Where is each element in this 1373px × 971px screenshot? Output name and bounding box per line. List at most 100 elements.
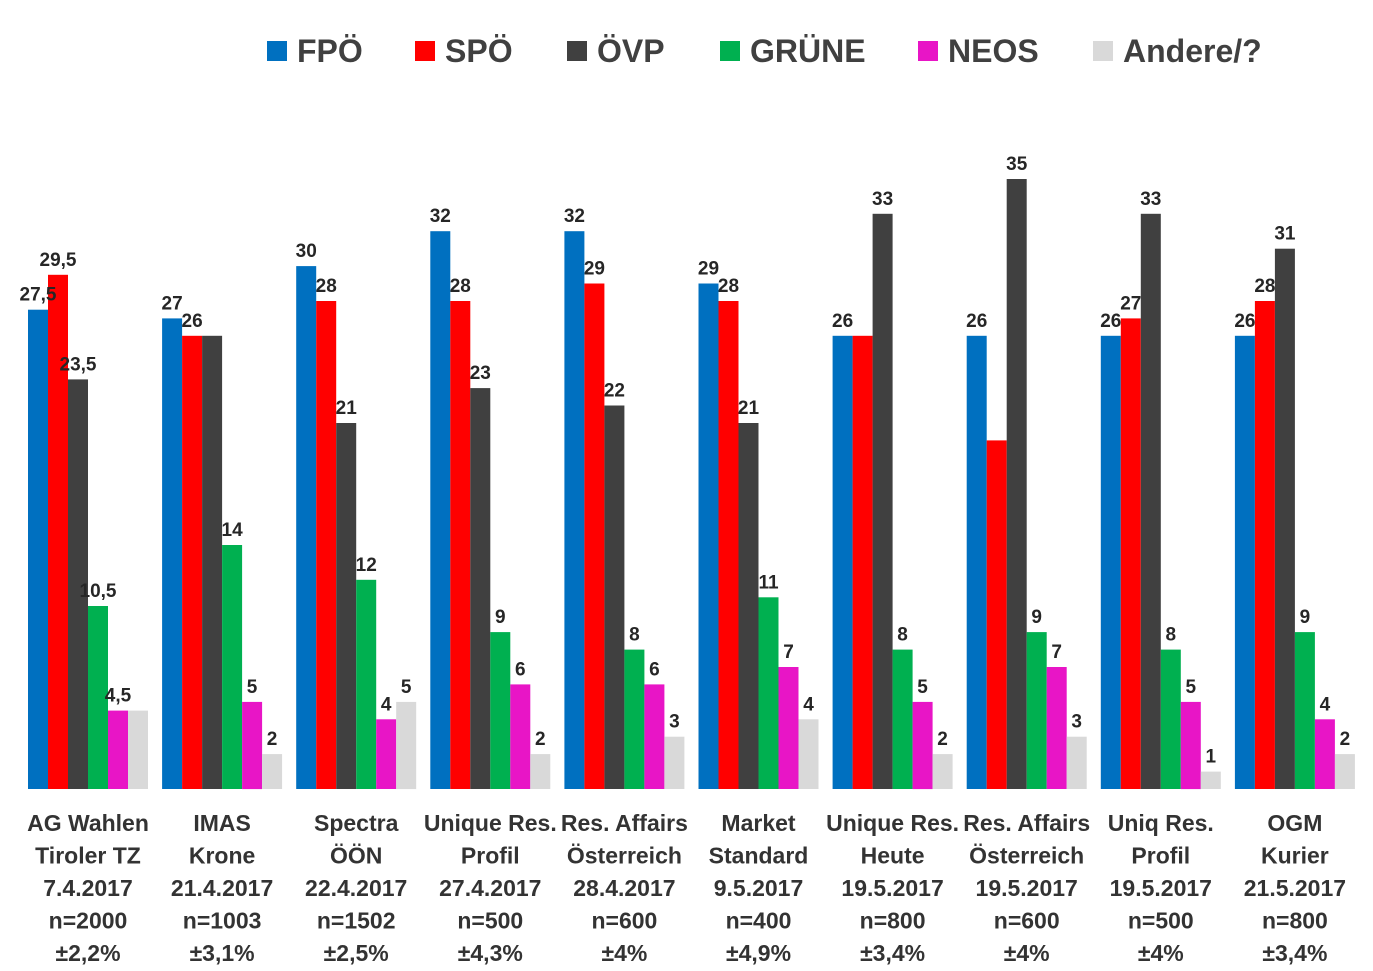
legend-swatch-1 — [415, 41, 435, 61]
data-label-0-2: 23,5 — [60, 354, 97, 375]
bar-9-4 — [1314, 719, 1335, 789]
category-label-5-line-0: Market — [721, 810, 795, 836]
bar-6-4 — [912, 701, 933, 790]
data-label-7-3: 9 — [1031, 607, 1042, 628]
legend-swatch-2 — [567, 41, 587, 61]
category-label-8-line-4: ±4% — [1138, 940, 1184, 966]
bar-4-5 — [664, 736, 685, 789]
category-label-0-line-4: ±2,2% — [55, 940, 120, 966]
data-label-4-5: 3 — [669, 712, 680, 733]
category-label-3-line-1: Profil — [461, 843, 520, 869]
data-label-9-3: 9 — [1300, 607, 1311, 628]
bar-9-3 — [1294, 632, 1315, 789]
data-label-3-5: 2 — [535, 729, 546, 750]
bar-9-0 — [1234, 335, 1255, 789]
bar-6-0 — [832, 335, 853, 789]
category-label-2-line-2: 22.4.2017 — [305, 875, 407, 901]
bar-9-5 — [1334, 754, 1355, 789]
bar-0-0 — [28, 309, 48, 789]
data-label-9-2: 31 — [1274, 224, 1296, 245]
category-label-6-line-3: n=800 — [860, 908, 926, 934]
bar-0-2 — [68, 379, 88, 789]
category-label-3-line-4: ±4,3% — [458, 940, 523, 966]
bar-8-5 — [1200, 771, 1221, 789]
bar-area — [28, 179, 1355, 790]
category-label-4-line-0: Res. Affairs — [561, 810, 688, 836]
bar-2-3 — [356, 579, 377, 789]
data-label-3-1: 28 — [450, 276, 471, 297]
bar-2-5 — [396, 701, 417, 790]
category-label-6-line-1: Heute — [861, 843, 925, 869]
data-label-5-0: 29 — [698, 259, 719, 280]
data-label-0-0: 27,5 — [20, 285, 57, 306]
data-label-1-3: 14 — [222, 520, 244, 541]
data-label-2-2: 21 — [336, 398, 358, 419]
category-label-7-line-2: 19.5.2017 — [976, 875, 1078, 901]
category-label-2-line-1: ÖÖN — [330, 843, 382, 869]
category-axis-labels: AG Wahlen Tiroler TZ 7.4.2017 n=2000 ±2,2% IM… — [27, 810, 1346, 966]
bar-9-1 — [1254, 301, 1275, 789]
bar-3-4 — [510, 684, 531, 789]
category-label-9-line-0: OGM — [1267, 810, 1322, 836]
category-label-9-line-1: Kurier — [1261, 843, 1329, 869]
bar-6-3 — [892, 649, 913, 789]
bar-2-1 — [316, 301, 337, 789]
legend-label-4: NEOS — [948, 33, 1039, 69]
data-label-1-4: 5 — [247, 677, 258, 698]
category-label-1-line-1: Krone — [189, 843, 255, 869]
category-label-9-line-2: 21.5.2017 — [1244, 875, 1346, 901]
category-label-0-line-0: AG Wahlen — [27, 810, 149, 836]
data-label-2-1: 28 — [316, 276, 337, 297]
category-label-8-line-3: n=500 — [1128, 908, 1194, 934]
category-label-1-line-0: IMAS — [193, 810, 251, 836]
category-label-6-line-4: ±3,4% — [860, 940, 925, 966]
data-label-7-4: 7 — [1051, 642, 1062, 663]
data-label-4-4: 6 — [649, 659, 660, 680]
data-label-6-2: 33 — [872, 189, 893, 210]
bar-4-3 — [624, 649, 645, 789]
data-label-5-4: 7 — [783, 642, 794, 663]
category-label-2-line-4: ±2,5% — [324, 940, 389, 966]
data-label-5-3: 11 — [758, 572, 779, 593]
category-label-0-line-1: Tiroler TZ — [35, 843, 141, 869]
data-label-6-3: 8 — [897, 625, 908, 646]
data-label-7-5: 3 — [1071, 712, 1082, 733]
bar-2-2 — [336, 423, 357, 789]
legend-label-0: FPÖ — [297, 33, 363, 69]
category-label-5-line-2: 9.5.2017 — [714, 875, 804, 901]
bar-7-0 — [966, 335, 987, 789]
legend: FPÖ SPÖ ÖVP GRÜNE NEOS Andere/? — [267, 33, 1262, 69]
bar-5-1 — [718, 301, 739, 789]
bar-4-4 — [644, 684, 665, 789]
data-label-8-5: 1 — [1206, 747, 1217, 768]
bar-1-5 — [262, 754, 283, 789]
data-label-4-3: 8 — [629, 625, 640, 646]
bar-0-1 — [48, 274, 68, 789]
bar-8-3 — [1160, 649, 1181, 789]
category-label-6-line-2: 19.5.2017 — [841, 875, 943, 901]
data-label-5-5: 4 — [803, 694, 814, 715]
category-label-1-line-4: ±3,1% — [190, 940, 255, 966]
bar-1-4 — [242, 701, 263, 790]
data-label-0-4: 4,5 — [105, 686, 132, 707]
data-label-0-1: 29,5 — [40, 250, 77, 271]
category-label-4-line-2: 28.4.2017 — [573, 875, 675, 901]
data-label-8-0: 26 — [1100, 311, 1121, 332]
bar-5-0 — [698, 283, 719, 789]
data-label-0-3: 10,5 — [80, 581, 117, 602]
bar-1-2 — [202, 335, 223, 789]
data-label-6-5: 2 — [937, 729, 948, 750]
category-label-2-line-3: n=1502 — [317, 908, 396, 934]
bar-1-0 — [162, 318, 183, 789]
bar-0-3 — [88, 606, 108, 789]
data-label-9-5: 2 — [1340, 729, 1351, 750]
legend-swatch-3 — [720, 41, 740, 61]
category-label-9-line-4: ±3,4% — [1262, 940, 1327, 966]
data-label-5-2: 21 — [738, 398, 760, 419]
bar-4-2 — [604, 405, 625, 789]
bar-4-1 — [584, 283, 605, 789]
data-label-2-4: 4 — [381, 694, 392, 715]
bar-7-1 — [986, 440, 1007, 789]
